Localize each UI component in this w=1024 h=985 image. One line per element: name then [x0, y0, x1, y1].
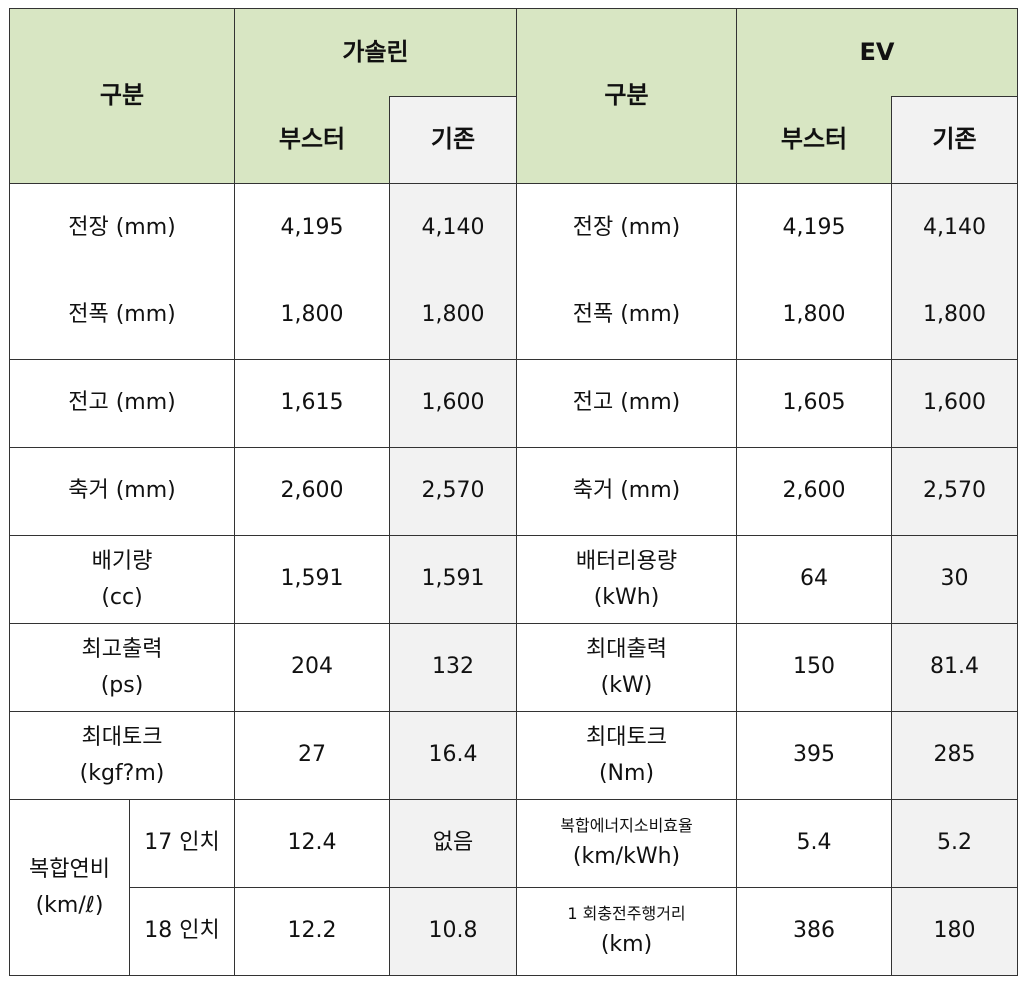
label-unit: (Nm) — [598, 760, 655, 786]
label-unit: (kgf?m) — [79, 760, 165, 786]
cell-value: 10.8 — [389, 887, 517, 976]
label-width-ev: 전폭 (mm) — [516, 271, 737, 360]
header-gasoline: 가솔린 — [234, 8, 517, 97]
cell-value: 81.4 — [891, 623, 1018, 712]
header-row-2: 부스터 기존 부스터 기존 — [10, 96, 1018, 184]
header-ev-booster: 부스터 — [736, 96, 892, 184]
cell-value: 27 — [234, 711, 390, 800]
label-line: 배기량 — [91, 549, 153, 575]
label-height-ev: 전고 (mm) — [516, 359, 737, 448]
cell-value: 1,615 — [234, 359, 390, 448]
cell-value: 30 — [891, 535, 1018, 624]
cell-value: 132 — [389, 623, 517, 712]
table-row-displacement: 배기량 (cc) 1,591 1,591 배터리용량 (kWh) 64 30 — [9, 535, 1018, 624]
cell-value: 2,570 — [389, 447, 517, 536]
cell-value: 없음 — [389, 799, 517, 888]
table-row-width: 전폭 (mm) 1,800 1,800 전폭 (mm) 1,800 1,800 — [9, 271, 1018, 360]
table-row-wheelbase: 축거 (mm) 2,600 2,570 축거 (mm) 2,600 2,570 — [9, 447, 1018, 536]
label-unit: (cc) — [101, 584, 143, 610]
label-line: 배터리용량 — [575, 549, 678, 575]
label-unit: (ps) — [100, 672, 144, 698]
label-line: 복합연비 — [29, 857, 110, 883]
table-row-torque: 최대토크 (kgf?m) 27 16.4 최대토크 (Nm) 395 285 — [9, 711, 1018, 800]
cell-value: 1,800 — [389, 271, 517, 360]
label-line: 최고출력 — [81, 637, 163, 663]
label-wheel-size: 17 인치 — [129, 799, 235, 888]
label-torque-ev: 최대토크 (Nm) — [516, 711, 737, 800]
cell-value: 1,600 — [389, 359, 517, 448]
cell-value: 2,570 — [891, 447, 1018, 536]
label-unit: (km/kWh) — [572, 843, 681, 869]
label-line: 최대토크 — [81, 725, 163, 751]
label-wheelbase: 축거 (mm) — [9, 447, 235, 536]
label-line: 최대토크 — [586, 725, 667, 751]
spec-comparison-table: 구분 가솔린 구분 EV 부스터 기존 부스터 기존 전장 (mm) 4,195… — [9, 8, 1018, 976]
label-unit: (km) — [600, 931, 653, 957]
label-wheelbase-ev: 축거 (mm) — [516, 447, 737, 536]
header-category-right: 구분 — [516, 8, 737, 184]
label-width: 전폭 (mm) — [9, 271, 235, 360]
label-height: 전고 (mm) — [9, 359, 235, 448]
cell-value: 285 — [891, 711, 1018, 800]
cell-value: 1,591 — [389, 535, 517, 624]
table-row-fuel-18: 18 인치 12.2 10.8 1 회충전주행거리 (km) 386 180 — [10, 887, 1018, 976]
label-line: 1 회충전주행거리 — [567, 904, 686, 924]
label-unit: (kWh) — [593, 584, 660, 610]
header-row-1: 구분 가솔린 구분 EV — [9, 8, 1018, 184]
cell-value: 204 — [234, 623, 390, 712]
header-gasoline-existing: 기존 — [389, 96, 517, 184]
header-category-left: 구분 — [9, 8, 235, 184]
cell-value: 5.2 — [891, 799, 1018, 888]
label-unit: (km/ℓ) — [35, 892, 104, 918]
cell-value: 64 — [736, 535, 892, 624]
label-displacement: 배기량 (cc) — [9, 535, 235, 624]
cell-value: 4,195 — [234, 183, 390, 272]
cell-value: 1,800 — [736, 271, 892, 360]
cell-value: 386 — [736, 887, 892, 976]
table-row-height: 전고 (mm) 1,615 1,600 전고 (mm) 1,605 1,600 — [9, 359, 1018, 448]
cell-value: 4,140 — [389, 183, 517, 272]
cell-value: 1,605 — [736, 359, 892, 448]
cell-value: 5.4 — [736, 799, 892, 888]
cell-value: 2,600 — [234, 447, 390, 536]
cell-value: 150 — [736, 623, 892, 712]
label-battery: 배터리용량 (kWh) — [516, 535, 737, 624]
table-row-fuel-17: 복합연비 (km/ℓ) 17 인치 12.4 없음 복합에너지소비효율 (km/… — [9, 799, 1018, 976]
cell-value: 4,195 — [736, 183, 892, 272]
cell-value: 4,140 — [891, 183, 1018, 272]
label-fuel-economy: 복합연비 (km/ℓ) — [9, 799, 130, 976]
cell-value: 12.2 — [234, 887, 390, 976]
label-wheel-size: 18 인치 — [129, 887, 235, 976]
spec-table-wrapper: 구분 가솔린 구분 EV 부스터 기존 부스터 기존 전장 (mm) 4,195… — [9, 8, 1018, 976]
table-row-length: 전장 (mm) 4,195 4,140 전장 (mm) 4,195 4,140 — [9, 183, 1018, 272]
header-gasoline-booster: 부스터 — [234, 96, 390, 184]
label-length: 전장 (mm) — [9, 183, 235, 272]
label-range: 1 회충전주행거리 (km) — [516, 887, 737, 976]
cell-value: 1,800 — [234, 271, 390, 360]
label-line: 복합에너지소비효율 — [560, 816, 693, 836]
cell-value: 16.4 — [389, 711, 517, 800]
header-ev-existing: 기존 — [891, 96, 1018, 184]
label-energy-efficiency: 복합에너지소비효율 (km/kWh) — [516, 799, 737, 888]
label-max-power: 최고출력 (ps) — [9, 623, 235, 712]
table-row-power: 최고출력 (ps) 204 132 최대출력 (kW) 150 81.4 — [9, 623, 1018, 712]
cell-value: 1,600 — [891, 359, 1018, 448]
label-length-ev: 전장 (mm) — [516, 183, 737, 272]
label-max-power-ev: 최대출력 (kW) — [516, 623, 737, 712]
cell-value: 1,800 — [891, 271, 1018, 360]
label-line: 최대출력 — [586, 637, 667, 663]
cell-value: 1,591 — [234, 535, 390, 624]
header-ev: EV — [736, 8, 1018, 97]
cell-value: 2,600 — [736, 447, 892, 536]
cell-value: 12.4 — [234, 799, 390, 888]
label-torque: 최대토크 (kgf?m) — [9, 711, 235, 800]
label-unit: (kW) — [600, 672, 653, 698]
cell-value: 180 — [891, 887, 1018, 976]
cell-value: 395 — [736, 711, 892, 800]
